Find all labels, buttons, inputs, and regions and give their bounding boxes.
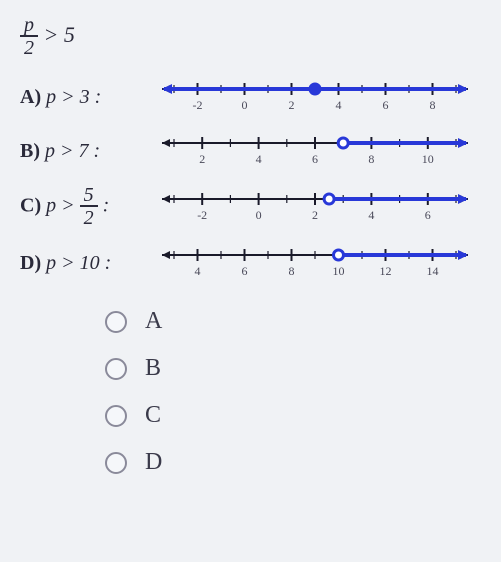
radio-icon[interactable]	[105, 311, 127, 333]
tick-label: 14	[427, 264, 439, 278]
radio-icon[interactable]	[105, 452, 127, 474]
colon: :	[89, 140, 101, 162]
option-label: C	[145, 402, 161, 429]
option-label: A	[145, 308, 162, 335]
tick-label: 4	[195, 264, 201, 278]
answer-var: p	[46, 195, 61, 217]
number-line: 4 6 8 10 12 14	[160, 243, 470, 283]
option-a[interactable]: A	[105, 308, 491, 335]
numberline-wrap: -2 0 2 4 6 8	[160, 77, 491, 117]
answer-row: B) p > 7 : 2 4 6 8 10	[10, 131, 491, 171]
answer-label: B) p > 7 :	[10, 140, 160, 163]
tick-label: -2	[193, 98, 203, 112]
colon: :	[100, 252, 112, 274]
frac-num: 5	[80, 185, 98, 207]
answer-label: A) p > 3 :	[10, 86, 160, 109]
frac-den: 2	[80, 207, 98, 229]
tick-label: 6	[383, 98, 389, 112]
tick-label: 6	[242, 264, 248, 278]
tick-label: 4	[256, 152, 262, 166]
tick-label: 8	[430, 98, 436, 112]
answer-rhs-frac: 52	[80, 185, 98, 229]
answer-var: p	[46, 252, 61, 274]
answer-letter: A)	[20, 86, 46, 108]
tick-label: 10	[333, 264, 345, 278]
number-line: -2 0 2 4 6	[160, 187, 470, 227]
option-label: B	[145, 355, 161, 382]
answer-letter: D)	[20, 252, 46, 274]
number-line: -2 0 2 4 6 8	[160, 77, 470, 117]
tick-label: 12	[380, 264, 392, 278]
numberline-wrap: -2 0 2 4 6	[160, 187, 491, 227]
number-line-point	[324, 194, 334, 204]
answer-var: p	[45, 140, 60, 162]
colon: :	[90, 86, 102, 108]
tick-label: 0	[242, 98, 248, 112]
q-op: >	[44, 22, 59, 47]
tick-label: 4	[368, 208, 374, 222]
numberline-wrap: 4 6 8 10 12 14	[160, 243, 491, 283]
number-line: 2 4 6 8 10	[160, 131, 470, 171]
q-denominator: 2	[20, 37, 38, 59]
tick-label: 6	[312, 152, 318, 166]
option-c[interactable]: C	[105, 402, 491, 429]
answer-letter: B)	[20, 140, 45, 162]
answer-var: p	[46, 86, 61, 108]
option-d[interactable]: D	[105, 449, 491, 476]
tick-label: 10	[422, 152, 434, 166]
answer-op: >	[61, 195, 80, 217]
answer-op: >	[61, 252, 80, 274]
tick-label: 8	[289, 264, 295, 278]
answer-rhs: 3	[80, 86, 90, 108]
option-label: D	[145, 449, 162, 476]
number-line-point	[334, 250, 344, 260]
tick-label: 2	[289, 98, 295, 112]
answer-label: D) p > 10 :	[10, 252, 160, 275]
tick-label: -2	[197, 208, 207, 222]
answer-row: A) p > 3 : -2 0 2 4 6 8	[10, 77, 491, 117]
answer-label: C) p > 52 :	[10, 185, 160, 229]
numberline-wrap: 2 4 6 8 10	[160, 131, 491, 171]
tick-label: 6	[425, 208, 431, 222]
tick-label: 2	[312, 208, 318, 222]
answer-op: >	[61, 86, 80, 108]
option-b[interactable]: B	[105, 355, 491, 382]
tick-label: 0	[256, 208, 262, 222]
radio-icon[interactable]	[105, 405, 127, 427]
radio-icon[interactable]	[105, 358, 127, 380]
question-inequality: p 2 > 5	[20, 15, 491, 59]
q-rhs: 5	[64, 22, 75, 47]
number-line-point	[338, 138, 348, 148]
answer-rhs: 10	[80, 252, 100, 274]
answer-op: >	[60, 140, 79, 162]
answer-rhs: 7	[79, 140, 89, 162]
answer-row: D) p > 10 : 4 6 8 10 12 14	[10, 243, 491, 283]
options-group: ABCD	[105, 308, 491, 476]
colon: :	[98, 195, 110, 217]
tick-label: 4	[336, 98, 342, 112]
tick-label: 8	[368, 152, 374, 166]
number-line-point	[310, 84, 320, 94]
answer-row: C) p > 52 :-20246	[10, 185, 491, 229]
answer-letter: C)	[20, 195, 46, 217]
q-numerator: p	[20, 15, 38, 37]
tick-label: 2	[199, 152, 205, 166]
